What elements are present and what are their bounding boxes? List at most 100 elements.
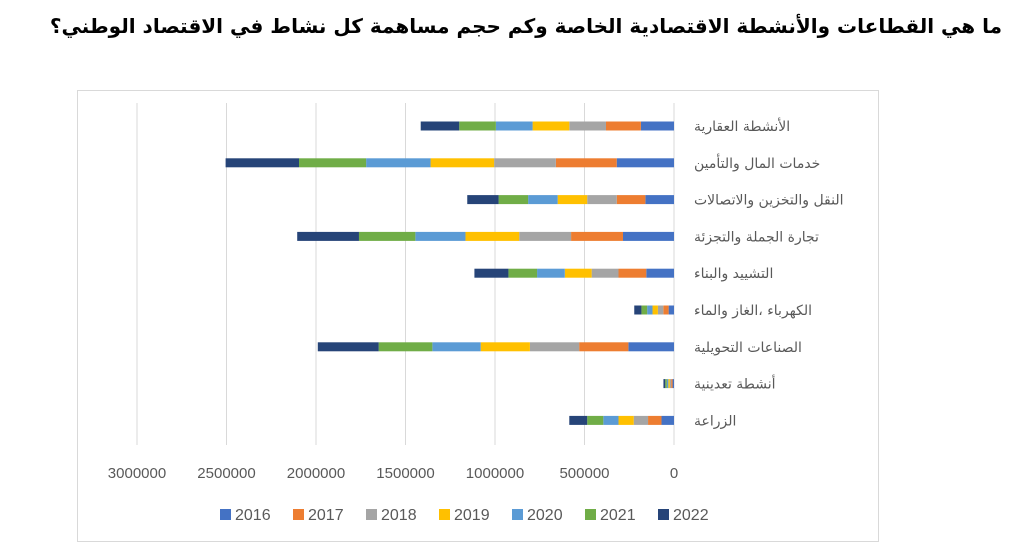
x-tick-label: 3000000 [108, 465, 166, 482]
bar-2020 [366, 158, 431, 168]
legend-swatch [366, 509, 377, 520]
category-labels: الأنشطة العقارية خدمات المال والتأمين النق… [694, 117, 844, 429]
bar-2021 [358, 231, 416, 241]
bar-2018 [633, 415, 649, 425]
bar-2022 [225, 158, 299, 168]
category-label: التشييد والبناء [694, 266, 773, 282]
bar-2017 [618, 268, 647, 278]
bar-2021 [298, 158, 367, 168]
bar-2022 [467, 195, 499, 205]
bar-2017 [555, 158, 617, 168]
category-label: الكهرباء ،الغاز والماء [694, 303, 812, 319]
bar-2017 [579, 342, 629, 352]
x-tick-label: 1500000 [376, 465, 434, 482]
legend-label: 2022 [673, 507, 709, 524]
bar-2016 [668, 305, 674, 315]
bar-2022 [317, 342, 379, 352]
chart-frame [77, 90, 879, 542]
legend-label: 2018 [381, 507, 417, 524]
x-tick-label: 1000000 [466, 465, 524, 482]
bar-2021 [498, 195, 529, 205]
bars [225, 121, 674, 425]
legend-swatch [220, 509, 231, 520]
legend-label: 2019 [454, 507, 490, 524]
bar-2021 [459, 121, 496, 131]
legend: 2016 2017 2018 2019 2020 2021 2022 [220, 507, 709, 524]
bar-2017 [616, 195, 646, 205]
bar-2017 [671, 379, 673, 389]
bar-2021 [378, 342, 433, 352]
legend-swatch [293, 509, 304, 520]
bar-2019 [430, 158, 495, 168]
x-tick-label: 500000 [559, 465, 609, 482]
category-label: أنشطة تعدينية [694, 375, 776, 393]
bar-2016 [622, 231, 674, 241]
bar-2017 [571, 231, 623, 241]
bar-2019 [564, 268, 592, 278]
legend-swatch [658, 509, 669, 520]
bar-2022 [420, 121, 460, 131]
bar-2019 [465, 231, 520, 241]
bar-2018 [591, 268, 619, 278]
bar-2021 [641, 305, 648, 315]
bar-2020 [495, 121, 533, 131]
bar-2018 [669, 379, 672, 389]
bar-2021 [508, 268, 538, 278]
bar-2019 [532, 121, 570, 131]
x-tick-label: 0 [670, 465, 678, 482]
legend-label: 2020 [527, 507, 563, 524]
x-tick-labels: 0 500000 1000000 1500000 2000000 2500000 30000… [108, 465, 678, 482]
x-tick-label: 2000000 [287, 465, 345, 482]
legend-label: 2017 [308, 507, 344, 524]
bar-2018 [569, 121, 606, 131]
bar-2018 [587, 195, 617, 205]
category-label: النقل والتخزين والاتصالات [694, 193, 844, 209]
category-label: الصناعات التحويلية [694, 340, 802, 356]
bar-2016 [661, 415, 674, 425]
bar-2022 [634, 305, 642, 315]
bar-2018 [519, 231, 572, 241]
bar-2016 [645, 195, 674, 205]
bar-2022 [569, 415, 588, 425]
bar-2019 [557, 195, 588, 205]
bar-2022 [663, 379, 666, 389]
legend-label: 2016 [235, 507, 271, 524]
bar-2022 [297, 231, 359, 241]
bar-2020 [537, 268, 565, 278]
category-label: خدمات المال والتأمين [694, 153, 820, 172]
category-label: الزراعة [694, 413, 736, 429]
bar-2019 [652, 305, 658, 315]
bar-2016 [646, 268, 674, 278]
bar-2020 [528, 195, 558, 205]
bar-2019 [668, 379, 670, 389]
bar-2017 [605, 121, 641, 131]
legend-swatch [512, 509, 523, 520]
bar-2016 [672, 379, 674, 389]
bar-2017 [648, 415, 662, 425]
category-label: الأنشطة العقارية [694, 117, 790, 135]
legend-swatch [439, 509, 450, 520]
bar-2020 [415, 231, 466, 241]
chart-title: ما هي القطاعات والأنشطة الاقتصادية الخاص… [49, 14, 1002, 38]
bar-2019 [618, 415, 634, 425]
bar-2018 [657, 305, 664, 315]
bar-2018 [494, 158, 556, 168]
bar-2019 [480, 342, 530, 352]
bar-2016 [628, 342, 674, 352]
bar-2021 [587, 415, 604, 425]
bar-2020 [603, 415, 619, 425]
bar-2020 [647, 305, 653, 315]
bar-2021 [665, 379, 667, 389]
category-label: تجارة الجملة والتجزئة [694, 229, 819, 245]
legend-label: 2021 [600, 507, 636, 524]
bar-2022 [474, 268, 509, 278]
bar-2016 [640, 121, 674, 131]
bar-2020 [666, 379, 669, 389]
bar-2020 [432, 342, 481, 352]
legend-swatch [585, 509, 596, 520]
bar-2017 [663, 305, 669, 315]
bar-2016 [616, 158, 674, 168]
bar-2018 [529, 342, 580, 352]
x-tick-label: 2500000 [197, 465, 255, 482]
